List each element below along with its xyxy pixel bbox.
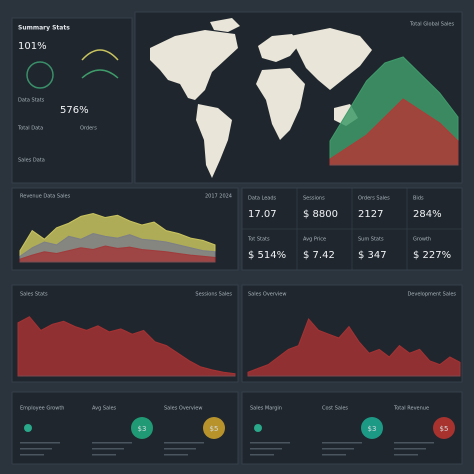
kpi-label: Sessions [303,196,325,202]
kpi-label: Growth [413,237,431,243]
widget-value: $5 [210,425,219,433]
widget-value: $3 [368,425,377,433]
widget-value: $3 [138,425,147,433]
kpi-value: $ 8800 [303,209,338,220]
widget-dot [254,424,262,432]
kpi-label: Orders Sales [358,196,390,202]
kpi-label: Tot Stats [247,237,270,243]
widget-label: Total Revenue [393,406,429,412]
widget-line [20,454,44,456]
kpi-value: $ 347 [358,250,387,261]
panel-title: Total Global Sales [409,22,455,28]
widget-line [92,442,132,444]
widget-label: Sales Margin [250,406,282,412]
kpi-grid [242,188,462,270]
widget-circle [433,417,455,439]
chart-note: 2017 2024 [205,194,232,200]
widget-circle [131,417,153,439]
widget-line [394,454,418,456]
kpi-value: 17.07 [248,209,277,220]
widget-line [20,448,52,450]
kpi-value: 284% [413,209,442,220]
big-value: 101% [18,41,47,52]
label: Data Stats [18,98,45,104]
label: Orders [80,126,97,132]
widget-line [250,442,290,444]
gauges [26,49,119,89]
kpi-value: $ 7.42 [303,250,335,261]
widget-line [394,442,434,444]
widget-line [250,448,282,450]
widget-line [250,454,274,456]
area [19,245,216,263]
widget-label: Avg Sales [92,406,117,412]
kpi-label: Avg Price [303,237,326,243]
chart-note: Sessions Sales [195,292,232,298]
widget-line [92,454,116,456]
widget-line [92,448,124,450]
stat-value: 576% [60,105,89,116]
label: Total Data [17,126,43,132]
kpi-value: $ 514% [248,250,286,261]
widget-value: $5 [440,425,449,433]
chart-title: Revenue Data Sales [20,194,71,200]
chart-note: Development Sales [407,292,456,298]
widget-dot [24,424,32,432]
kpi-label: Bids [413,196,424,202]
panel [11,391,239,465]
widget-circle [361,417,383,439]
widget-line [322,448,354,450]
widget-line [164,454,188,456]
area [17,316,236,377]
widget-label: Cost Sales [322,406,348,412]
chart-title: Sales Overview [248,292,286,298]
kpi-label: Data Leads [248,196,277,202]
world-map [150,18,372,178]
widget-line [322,442,362,444]
widget-circle [203,417,225,439]
kpi-value: 2127 [358,209,383,220]
widget-label: Employee Growth [20,406,64,412]
panel [11,17,133,184]
widget-line [164,448,196,450]
widget-line [20,442,60,444]
area [329,98,459,166]
panel-title: Summary Stats [18,25,70,32]
chart-title: Sales Stats [20,292,48,298]
panel [241,391,463,465]
widget-line [164,442,204,444]
area [247,318,461,377]
widget-label: Sales Overview [164,406,202,412]
widget-line [394,448,426,450]
kpi-value: $ 227% [413,250,451,261]
widget-line [322,454,346,456]
kpi-label: Sum Stats [358,237,384,243]
label: Sales Data [18,158,45,164]
